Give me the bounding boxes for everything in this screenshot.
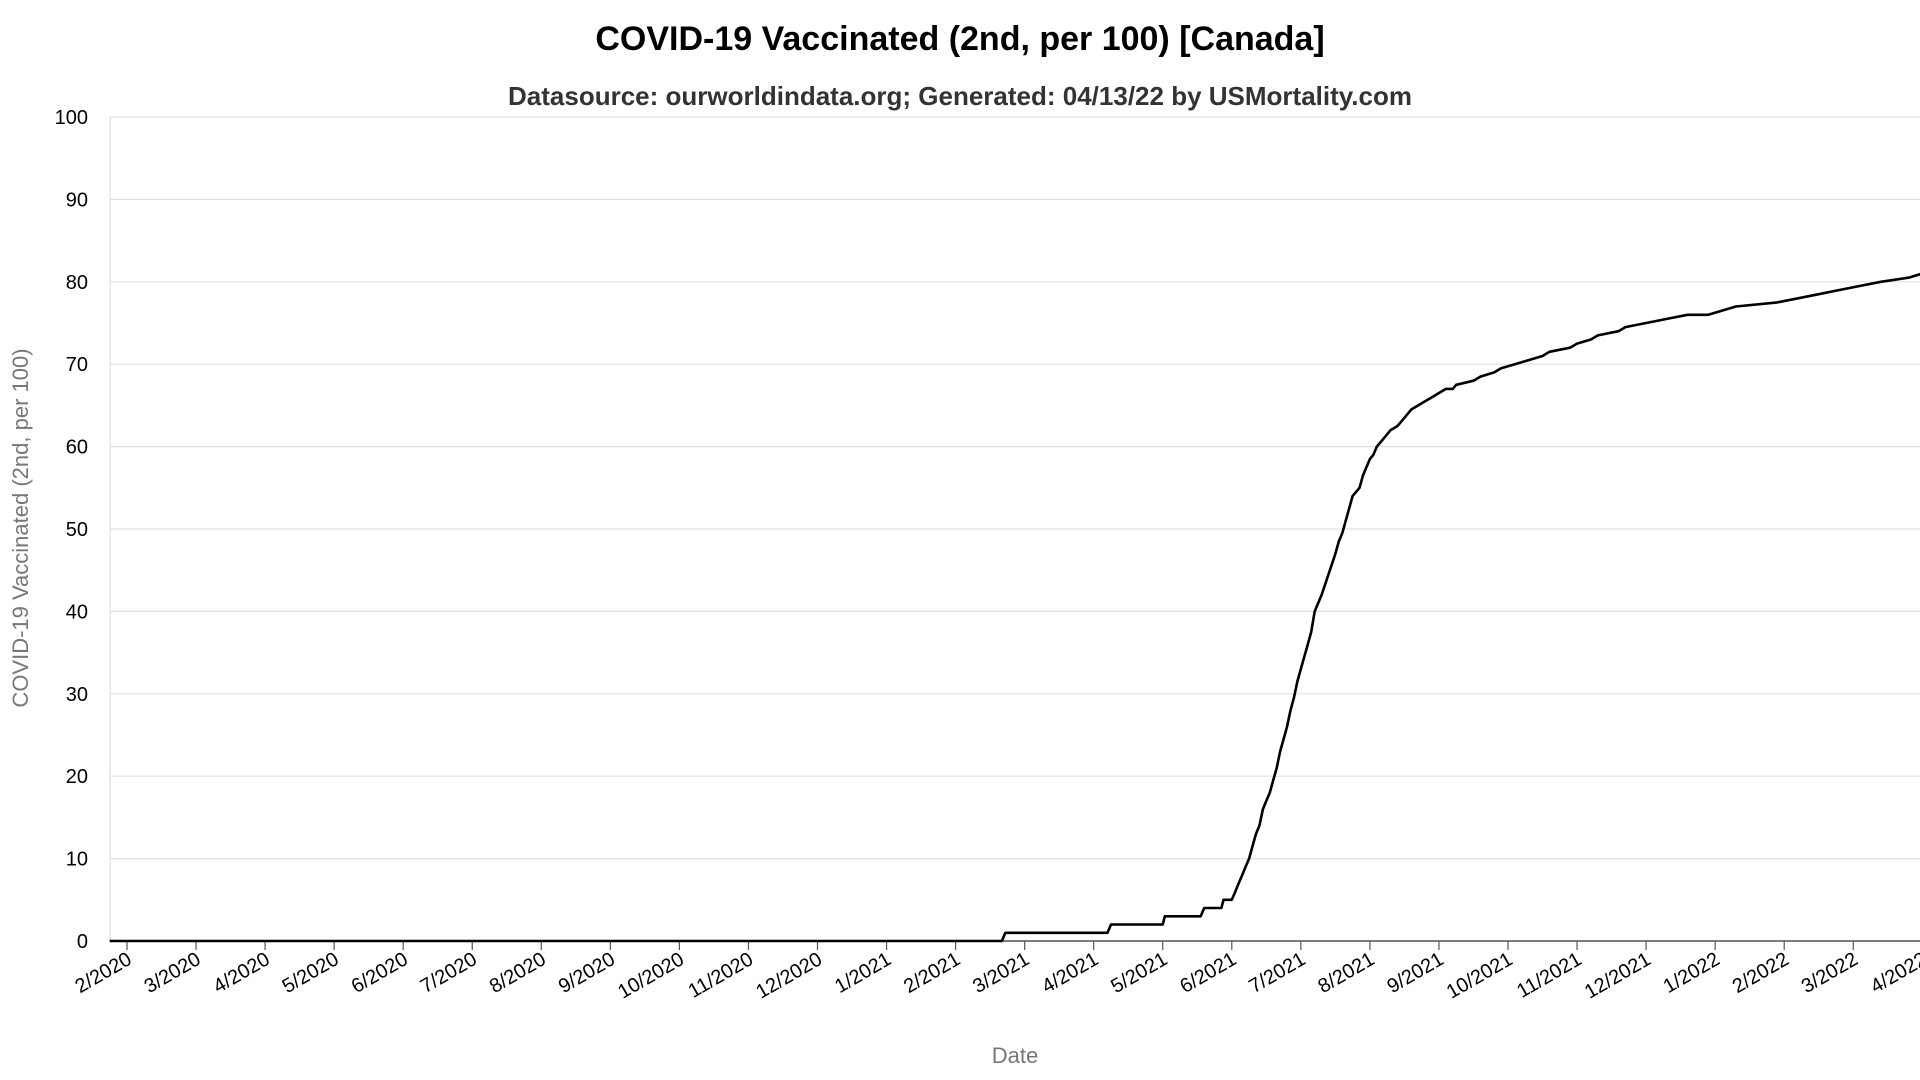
x-tick-label: 8/2021 <box>1314 948 1378 998</box>
x-tick-label: 11/2021 <box>1513 948 1585 1002</box>
x-tick-label: 2/2020 <box>72 948 136 998</box>
x-tick-label: 12/2021 <box>1581 948 1655 1003</box>
y-tick-label: 20 <box>66 766 88 788</box>
x-tick-label: 9/2021 <box>1383 948 1447 998</box>
x-tick-label: 11/2020 <box>685 948 757 1002</box>
x-tick-label: 7/2021 <box>1245 948 1309 998</box>
gridlines <box>110 116 1920 942</box>
x-tick-label: 4/2022 <box>1867 948 1920 998</box>
y-tick-label: 60 <box>66 437 88 459</box>
series-line <box>109 272 1920 943</box>
x-tick-label: 3/2020 <box>141 948 205 998</box>
y-tick-label: 30 <box>66 684 88 706</box>
x-tick-label: 9/2020 <box>555 948 619 998</box>
x-tick-label: 6/2020 <box>348 948 412 998</box>
chart-subtitle: Datasource: ourworldindata.org; Generate… <box>508 81 1412 111</box>
x-axis-ticks: 2/2020 3/2020 4/2020 5/2020 6/2020 7/2020 8/20… <box>72 941 1920 1003</box>
x-tick-label: 5/2021 <box>1107 948 1171 998</box>
x-axis-label: Date <box>992 1043 1038 1068</box>
y-tick-label: 40 <box>66 601 88 623</box>
y-axis-ticks: 0 10 20 30 40 50 60 70 80 90 100 <box>55 107 88 953</box>
x-tick-label: 12/2020 <box>752 948 826 1003</box>
x-tick-label: 10/2020 <box>614 948 688 1003</box>
x-tick-label: 4/2020 <box>210 948 274 998</box>
x-tick-label: 2/2022 <box>1729 948 1793 998</box>
y-axis-label: COVID-19 Vaccinated (2nd, per 100) <box>8 348 33 707</box>
y-tick-label: 90 <box>66 189 88 211</box>
y-tick-label: 50 <box>66 519 88 541</box>
x-tick-label: 5/2020 <box>279 948 343 998</box>
chart-title: COVID-19 Vaccinated (2nd, per 100) [Cana… <box>595 20 1324 58</box>
y-tick-label: 0 <box>77 931 88 953</box>
x-tick-label: 10/2021 <box>1443 948 1517 1003</box>
y-tick-label: 70 <box>66 354 88 376</box>
x-tick-label: 1/2021 <box>831 948 895 998</box>
x-tick-label: 3/2021 <box>969 948 1033 998</box>
series-layer <box>109 272 1920 943</box>
x-tick-label: 6/2021 <box>1176 948 1240 998</box>
x-tick-label: 2/2021 <box>900 948 964 998</box>
y-tick-label: 10 <box>66 849 88 871</box>
x-tick-label: 8/2020 <box>486 948 550 998</box>
x-tick-label: 7/2020 <box>417 948 481 998</box>
x-tick-label: 4/2021 <box>1038 948 1102 998</box>
x-tick-label: 1/2022 <box>1660 948 1724 998</box>
y-tick-label: 100 <box>55 107 88 129</box>
y-tick-label: 80 <box>66 272 88 294</box>
x-tick-label: 3/2022 <box>1798 948 1862 998</box>
